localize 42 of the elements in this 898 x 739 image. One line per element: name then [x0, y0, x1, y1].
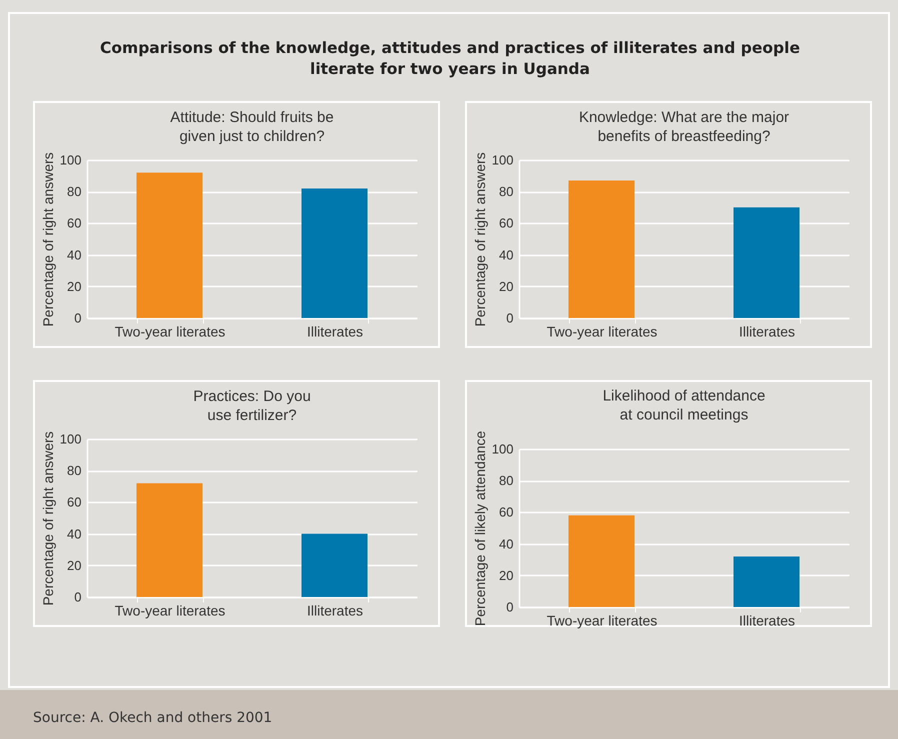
y-tick-label: 60 [499, 216, 514, 231]
y-tick-label: 100 [60, 432, 82, 446]
text: Comparisons of the knowledge, attitudes and practices of illiterates and people literate for two years in Uganda [100, 38, 800, 80]
chart-title: Attitude: Should fruits be given just to children? [170, 108, 334, 145]
y-tick-label: 80 [67, 184, 82, 200]
x-tick-label: Illiterates [306, 602, 364, 618]
x-tick-label: Illiterates [738, 324, 796, 340]
source-note: Source: A. Okech and others 2001 [33, 710, 272, 726]
y-axis-title: Percentage of right answers [40, 152, 56, 327]
y-tick-label: 100 [60, 152, 82, 168]
y-tick-label: 80 [67, 463, 82, 478]
x-tick-label: Two-year literates [114, 602, 226, 618]
y-tick-label: 0 [74, 590, 82, 604]
y-tick-label: 0 [506, 600, 514, 614]
chart-title: Likelihood of attendance at council meetings [602, 387, 766, 424]
x-tick-label: Illiterates [738, 612, 796, 628]
y-tick-label: 60 [67, 216, 82, 231]
y-tick-label: 20 [67, 278, 82, 294]
y-tick-label: 80 [499, 473, 514, 488]
y-tick-label: 40 [67, 247, 82, 262]
chart-title: Practices: Do you use fertilizer? [193, 388, 311, 424]
y-tick-label: 20 [67, 558, 82, 573]
x-tick-label: Illiterates [306, 324, 364, 340]
y-tick-label: 40 [499, 247, 514, 262]
y-tick-label: 0 [506, 310, 514, 326]
y-axis-title: Percentage of right answers [472, 152, 488, 327]
x-tick-label: Two-year literates [114, 324, 226, 340]
x-tick-label: Two-year literates [546, 324, 658, 340]
y-tick-label: 40 [67, 526, 82, 542]
y-axis-title: Percentage of right answers [40, 431, 56, 606]
y-axis-title: Percentage of likely attendance [472, 430, 488, 626]
y-tick-label: 80 [499, 184, 514, 200]
y-tick-label: 20 [499, 278, 514, 294]
y-tick-label: 60 [499, 504, 514, 520]
y-tick-label: 40 [499, 536, 514, 552]
y-tick-label: 60 [67, 494, 82, 510]
y-tick-label: 100 [492, 442, 514, 456]
y-tick-label: 0 [74, 310, 82, 326]
chart-title: Knowledge: What are the major benefits of breastfeeding? [578, 108, 790, 145]
x-tick-label: Two-year literates [546, 612, 658, 628]
y-tick-label: 100 [492, 152, 514, 168]
y-tick-label: 20 [499, 568, 514, 583]
